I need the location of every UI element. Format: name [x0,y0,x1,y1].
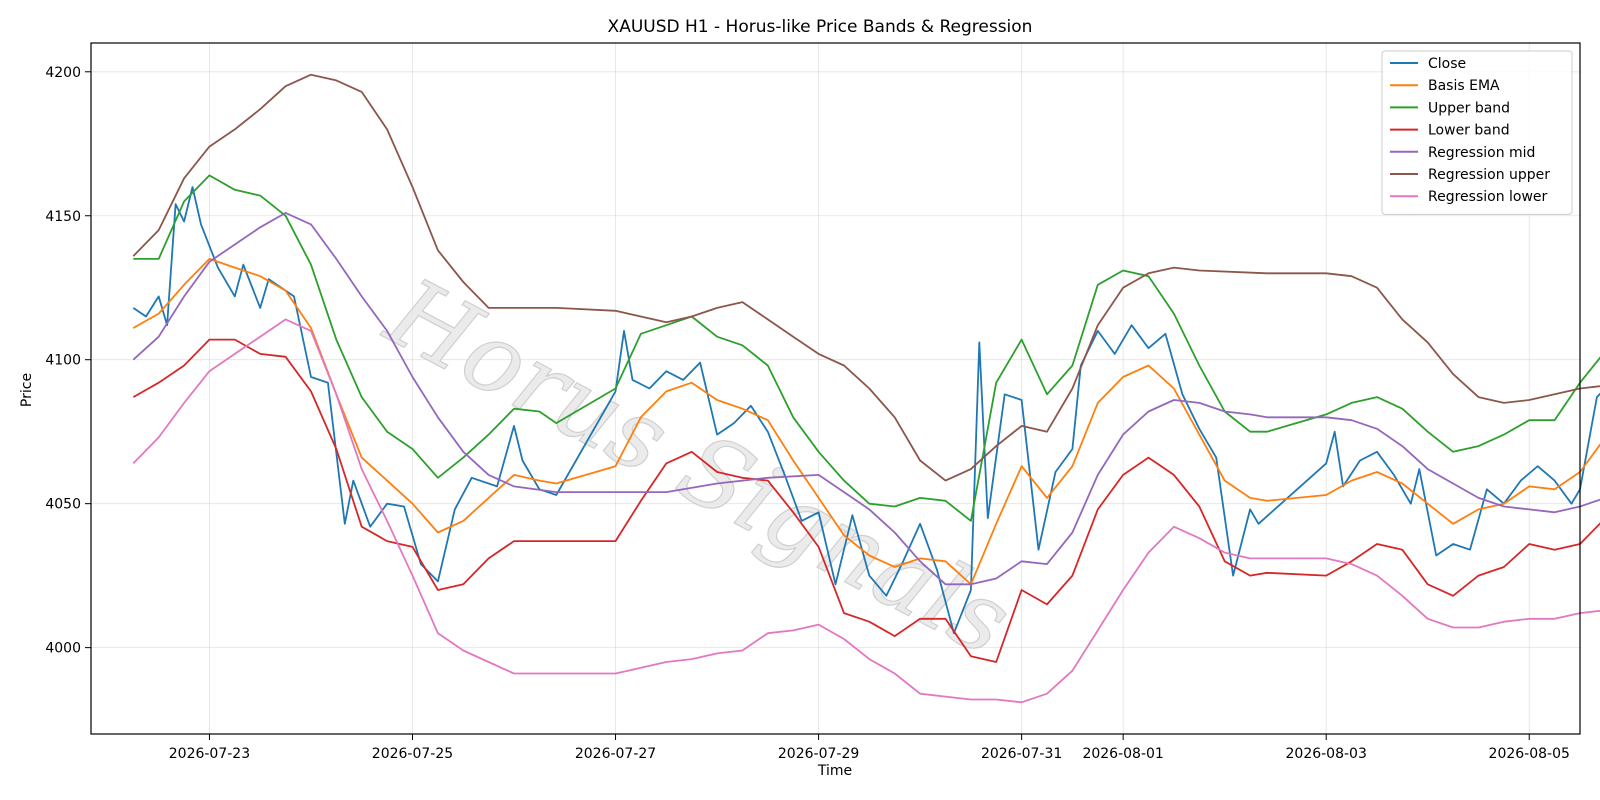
y-tick-label: 4150 [45,209,81,225]
y-tick-label: 4200 [45,65,81,81]
legend-label: Lower band [1428,123,1510,139]
x-tick-label: 2026-08-05 [1489,746,1570,762]
y-tick-label: 4000 [45,641,81,657]
y-tick-label: 4050 [45,497,81,513]
x-tick-label: 2026-07-27 [575,746,656,762]
x-tick-label: 2026-07-31 [981,746,1062,762]
legend-label: Basis EMA [1428,78,1500,94]
series-line-basis-ema [132,258,1600,586]
legend-label: Regression mid [1428,145,1535,161]
y-axis-label: Price [19,373,35,407]
legend: Close Basis EMA Upper band Lower band Regres… [1381,50,1573,215]
y-axis-ticks: 4000 4050 4100 4150 4200 [45,65,91,657]
legend-label: Upper band [1428,100,1510,116]
x-tick-label: 2026-07-25 [372,746,453,762]
series-line-upper-band [133,174,1600,522]
grid-lines [91,43,1580,734]
chart-title: XAUUSD H1 - Horus-like Price Bands & Reg… [608,17,1033,37]
plot-frame [90,42,1581,735]
series-line-regression-lower [132,318,1600,704]
legend-box [1381,50,1573,215]
x-tick-label: 2026-07-23 [169,746,250,762]
x-axis-ticks: 2026-07-23 2026-07-25 2026-07-27 2026-07-29… [169,734,1570,762]
legend-label: Regression lower [1428,189,1548,205]
x-tick-label: 2026-08-01 [1082,746,1163,762]
watermark-text: Horus Signals [369,256,1029,678]
legend-label: Close [1428,56,1466,72]
x-tick-label: 2026-07-29 [778,746,859,762]
series-line-regression-mid [132,212,1600,586]
series-line-regression-upper [132,73,1600,482]
watermark: Horus Signals [368,255,1029,678]
series-line-close [132,186,1600,635]
legend-label: Regression upper [1428,167,1550,183]
x-axis-label: Time [817,763,852,779]
series-line-lower-band [132,338,1600,663]
y-tick-label: 4100 [45,353,81,369]
series-group [132,73,1600,704]
x-tick-label: 2026-08-03 [1286,746,1367,762]
